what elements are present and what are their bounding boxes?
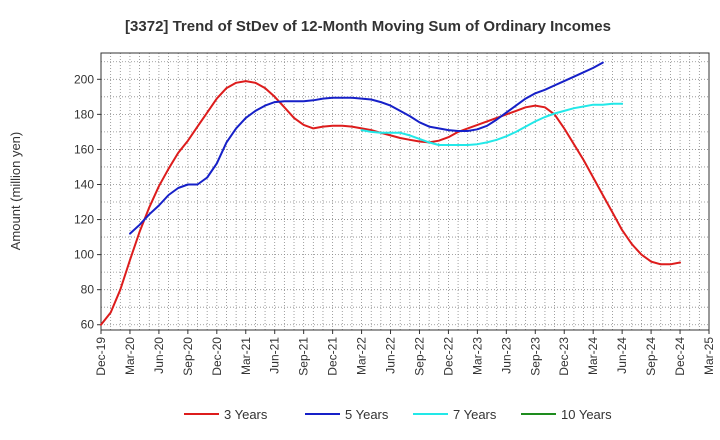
x-tick-label: Mar-20 xyxy=(123,337,137,375)
y-tick-label: 180 xyxy=(74,107,94,121)
x-tick-label: Sep-20 xyxy=(181,337,195,376)
chart-title: [3372] Trend of StDev of 12-Month Moving… xyxy=(125,18,611,35)
legend-label: 7 Years xyxy=(453,407,497,422)
x-tick-label: Dec-19 xyxy=(94,337,108,376)
legend: 3 Years 5 Years 7 Years 10 Years xyxy=(184,407,612,422)
y-tick-label: 120 xyxy=(74,213,94,227)
plot-area xyxy=(100,52,710,331)
x-tick-label: Jun-23 xyxy=(499,337,513,374)
x-tick-label: Sep-24 xyxy=(644,337,658,376)
x-tick-label: Mar-25 xyxy=(702,337,716,375)
x-tick-label: Mar-21 xyxy=(239,337,253,375)
x-tick-label: Jun-20 xyxy=(152,337,166,374)
x-tick-label: Mar-22 xyxy=(355,337,369,375)
x-axis-ticks: Dec-19 Mar-20 Jun-20 Sep-20 Dec-20 Mar-21 Jun-… xyxy=(94,330,716,376)
y-tick-label: 200 xyxy=(74,72,94,86)
y-axis-ticks: 60 80 100 120 140 160 180 200 xyxy=(74,72,101,332)
legend-label: 5 Years xyxy=(345,407,389,422)
x-tick-label: Mar-23 xyxy=(470,337,484,375)
y-tick-label: 160 xyxy=(74,142,94,156)
y-tick-label: 140 xyxy=(74,177,94,191)
series-line-3-years xyxy=(100,80,681,326)
x-tick-label: Jun-24 xyxy=(615,337,629,374)
x-tick-label: Dec-21 xyxy=(326,337,340,376)
x-tick-label: Jun-22 xyxy=(384,337,398,374)
x-tick-label: Dec-20 xyxy=(210,337,224,376)
x-tick-label: Sep-22 xyxy=(412,337,426,376)
series-line-5-years xyxy=(129,61,604,235)
series-lines xyxy=(100,61,681,326)
x-tick-label: Sep-21 xyxy=(297,337,311,376)
legend-label: 10 Years xyxy=(561,407,612,422)
y-axis-label: Amount (million yen) xyxy=(8,132,23,251)
x-tick-label: Sep-23 xyxy=(528,337,542,376)
x-tick-label: Dec-23 xyxy=(557,337,571,376)
x-tick-label: Dec-24 xyxy=(673,337,687,376)
y-tick-label: 60 xyxy=(81,318,95,332)
legend-label: 3 Years xyxy=(224,407,268,422)
x-tick-label: Dec-22 xyxy=(441,337,455,376)
grid xyxy=(101,53,709,330)
y-tick-label: 100 xyxy=(74,248,94,262)
y-tick-label: 80 xyxy=(81,283,95,297)
x-tick-label: Jun-21 xyxy=(268,337,282,374)
x-tick-label: Mar-24 xyxy=(586,337,600,375)
series-line-7-years xyxy=(360,102,624,146)
